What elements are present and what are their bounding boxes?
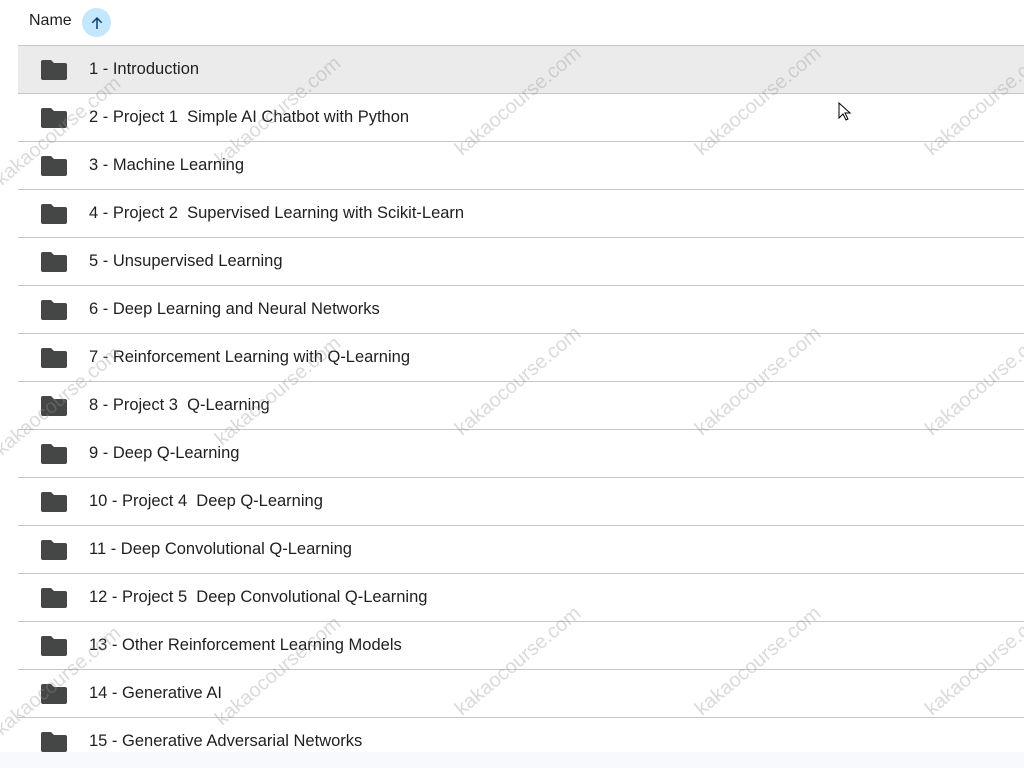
folder-name[interactable]: 15 - Generative Adversarial Networks [89,732,363,750]
folder-icon [41,540,67,560]
folder-icon [41,204,67,224]
file-list: 1 - Introduction 2 - Project 1 Simple AI … [18,45,1024,765]
folder-row[interactable]: 2 - Project 1 Simple AI Chatbot with Pyt… [18,93,1024,141]
sort-direction-button[interactable] [82,8,111,37]
folder-name[interactable]: 12 - Project 5 Deep Convolutional Q-Lear… [89,588,428,606]
folder-row[interactable]: 1 - Introduction [18,45,1024,93]
folder-icon [41,588,67,608]
folder-row[interactable]: 4 - Project 2 Supervised Learning with S… [18,189,1024,237]
folder-name[interactable]: 9 - Deep Q-Learning [89,444,240,462]
mouse-cursor-icon [838,102,852,121]
folder-icon [41,156,67,176]
folder-name[interactable]: 4 - Project 2 Supervised Learning with S… [89,204,465,222]
folder-row[interactable]: 8 - Project 3 Q-Learning [18,381,1024,429]
list-header: Name [0,0,1024,45]
folder-name[interactable]: 6 - Deep Learning and Neural Networks [89,300,380,318]
folder-name[interactable]: 1 - Introduction [89,60,200,78]
folder-row[interactable]: 10 - Project 4 Deep Q-Learning [18,477,1024,525]
folder-name[interactable]: 13 - Other Reinforcement Learning Models [89,636,402,654]
folder-icon [41,396,67,416]
folder-name[interactable]: 10 - Project 4 Deep Q-Learning [89,492,323,510]
folder-row[interactable]: 15 - Generative Adversarial Networks [18,717,1024,765]
folder-name[interactable]: 8 - Project 3 Q-Learning [89,396,270,414]
folder-icon [41,60,67,80]
folder-name[interactable]: 2 - Project 1 Simple AI Chatbot with Pyt… [89,108,410,126]
folder-row[interactable]: 12 - Project 5 Deep Convolutional Q-Lear… [18,573,1024,621]
folder-row[interactable]: 5 - Unsupervised Learning [18,237,1024,285]
folder-row[interactable]: 9 - Deep Q-Learning [18,429,1024,477]
folder-row[interactable]: 7 - Reinforcement Learning with Q-Learni… [18,333,1024,381]
folder-icon [41,108,67,128]
folder-row[interactable]: 14 - Generative AI [18,669,1024,717]
folder-name[interactable]: 5 - Unsupervised Learning [89,252,283,270]
folder-icon [41,732,67,752]
folder-row[interactable]: 3 - Machine Learning [18,141,1024,189]
folder-icon [41,252,67,272]
folder-icon [41,492,67,512]
folder-row[interactable]: 11 - Deep Convolutional Q-Learning [18,525,1024,573]
folder-name[interactable]: 7 - Reinforcement Learning with Q-Learni… [89,348,411,366]
folder-icon [41,636,67,656]
folder-name[interactable]: 3 - Machine Learning [89,156,245,174]
folder-icon [41,684,67,704]
arrow-up-icon [91,16,102,29]
folder-row[interactable]: 6 - Deep Learning and Neural Networks [18,285,1024,333]
folder-icon [41,348,67,368]
folder-row[interactable]: 13 - Other Reinforcement Learning Models [18,621,1024,669]
folder-name[interactable]: 11 - Deep Convolutional Q-Learning [89,540,352,558]
folder-icon [41,300,67,320]
folder-icon [41,444,67,464]
bottom-bar [0,752,1024,768]
name-column-header[interactable]: Name [29,12,72,29]
folder-name[interactable]: 14 - Generative AI [89,684,222,702]
